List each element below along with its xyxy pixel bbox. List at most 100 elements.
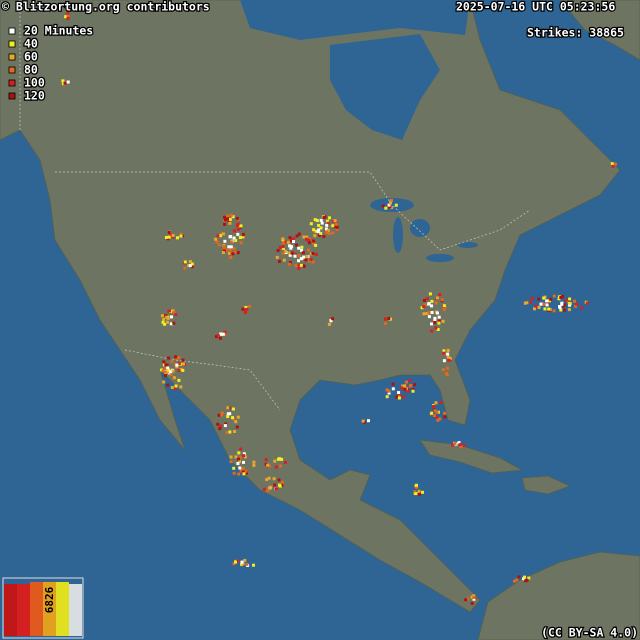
- strike: [522, 577, 526, 581]
- legend-swatch: [8, 79, 16, 87]
- inland-water: [240, 0, 478, 262]
- strike: [307, 248, 311, 252]
- strike: [440, 298, 444, 302]
- histogram-bar: [4, 584, 17, 636]
- strike: [66, 14, 70, 18]
- strike: [289, 239, 293, 243]
- strike: [472, 596, 476, 599]
- strike: [288, 251, 292, 255]
- strike: [319, 226, 323, 230]
- strike: [297, 266, 301, 270]
- strike: [326, 228, 330, 232]
- histogram-bar: [56, 582, 69, 636]
- legend-label: 20 Minutes: [24, 24, 93, 38]
- strike: [573, 299, 576, 303]
- strike: [169, 322, 173, 326]
- strike: [448, 356, 452, 360]
- legend-swatch: [8, 92, 16, 100]
- strike: [218, 427, 222, 431]
- strike: [434, 301, 438, 305]
- strike: [325, 223, 329, 227]
- strike: [442, 307, 446, 311]
- strike: [537, 297, 541, 301]
- strike: [242, 454, 246, 458]
- strike: [552, 309, 556, 313]
- strike: [164, 363, 168, 367]
- strike: [228, 430, 232, 434]
- strike: [179, 234, 183, 238]
- legend-label: 100: [24, 76, 45, 90]
- strike: [430, 322, 433, 326]
- strike: [179, 368, 183, 372]
- strike: [167, 356, 171, 360]
- strike: [552, 294, 556, 298]
- strike: [229, 455, 233, 459]
- strike: [235, 425, 239, 429]
- strike: [239, 456, 242, 460]
- strike: [446, 355, 450, 359]
- strike: [309, 257, 313, 261]
- strike: [169, 370, 173, 374]
- legend-label: 40: [24, 37, 38, 51]
- arctic-water: [240, 0, 470, 40]
- strike: [385, 388, 389, 392]
- strike: [241, 470, 245, 474]
- strike: [232, 229, 236, 233]
- strike: [282, 258, 286, 262]
- strike: [179, 385, 183, 389]
- strike: [430, 411, 434, 415]
- strike: [438, 417, 442, 421]
- strike: [413, 383, 417, 387]
- strike: [515, 578, 519, 582]
- strike: [417, 492, 421, 496]
- strike: [311, 260, 315, 264]
- strike: [333, 219, 337, 223]
- strike: [168, 309, 172, 313]
- strike: [234, 560, 237, 564]
- strike: [312, 241, 315, 245]
- strike: [181, 358, 185, 362]
- histogram-label: 6826: [43, 586, 56, 613]
- strike: [272, 477, 276, 481]
- strike: [316, 230, 320, 234]
- strike: [534, 304, 538, 308]
- strike: [383, 317, 387, 321]
- strike: [295, 243, 299, 247]
- strike: [241, 307, 245, 311]
- strike: [309, 222, 313, 226]
- strike: [447, 358, 451, 362]
- strike: [317, 223, 321, 227]
- strike: [177, 356, 181, 360]
- strike: [305, 235, 309, 239]
- lake-michigan: [393, 217, 403, 253]
- strike: [580, 306, 584, 310]
- strike: [557, 297, 561, 301]
- strike: [221, 232, 225, 236]
- strike: [266, 463, 270, 467]
- greenland: [559, 0, 640, 61]
- strike: [278, 484, 282, 488]
- strike: [281, 246, 285, 250]
- strike: [231, 407, 235, 411]
- strike: [179, 232, 183, 236]
- credit: © Blitzortung.org contributors: [2, 0, 210, 14]
- strike: [242, 452, 246, 456]
- strike: [442, 304, 446, 308]
- strike: [162, 380, 166, 384]
- strike: [172, 310, 176, 314]
- strike: [188, 260, 192, 263]
- strike: [445, 366, 449, 370]
- strike: [308, 241, 311, 245]
- strike: [329, 319, 333, 322]
- strike: [290, 251, 294, 255]
- strike: [436, 418, 440, 422]
- strike: [216, 334, 220, 338]
- strike: [248, 304, 252, 308]
- legend-swatch: [8, 27, 16, 35]
- strike: [188, 264, 192, 268]
- strike: [171, 233, 175, 237]
- strike: [542, 296, 546, 300]
- strike: [217, 243, 221, 247]
- strike: [458, 443, 462, 447]
- strike: [232, 236, 236, 240]
